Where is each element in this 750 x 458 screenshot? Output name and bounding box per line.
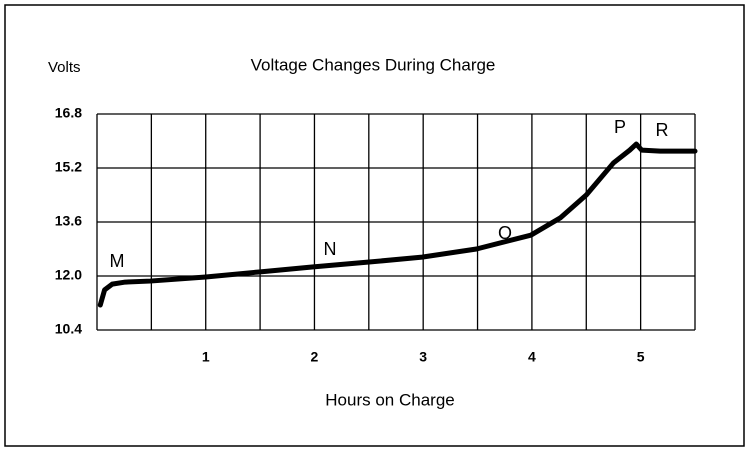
y-axis-label: Volts (48, 59, 81, 76)
y-tick-label: 13.6 (55, 213, 82, 229)
x-tick-label: 5 (637, 349, 645, 365)
y-tick-label: 15.2 (55, 159, 82, 175)
x-tick-label: 1 (202, 349, 210, 365)
x-tick-label: 3 (419, 349, 427, 365)
data-line (97, 141, 698, 308)
annotation: M (110, 251, 125, 271)
x-tick-label: 4 (528, 349, 536, 365)
annotation: N (324, 239, 337, 259)
x-axis-label: Hours on Charge (325, 390, 454, 409)
chart-title: Voltage Changes During Charge (251, 55, 496, 74)
y-tick-label: 10.4 (55, 321, 82, 337)
y-tick-label: 12.0 (55, 267, 82, 283)
y-tick-label: 16.8 (55, 105, 82, 121)
annotation: P (614, 117, 626, 137)
x-tick-label: 2 (311, 349, 319, 365)
annotation: R (656, 120, 669, 140)
annotation: O (498, 223, 512, 243)
frame (4, 4, 745, 447)
